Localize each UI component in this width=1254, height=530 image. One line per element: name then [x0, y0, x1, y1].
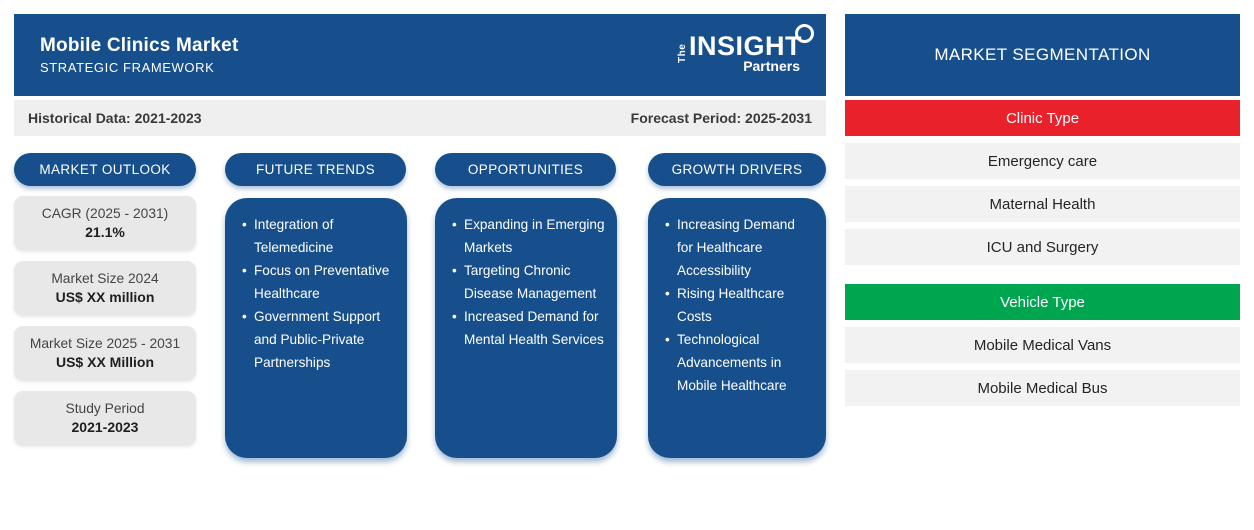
the-insight-partners-logo: The INSIGHT Partners — [656, 24, 816, 83]
outlook-card: Market Size 2024 US$ XX million — [14, 261, 196, 315]
logo-the-text: The — [676, 43, 688, 63]
card-label: Market Size 2025 - 2031 — [29, 336, 181, 351]
historical-data-label: Historical Data: 2021-2023 — [28, 110, 202, 126]
logo-partners-text: Partners — [743, 58, 800, 74]
card-label: CAGR (2025 - 2031) — [41, 206, 169, 221]
clinic-type-rows: Emergency care Maternal Health ICU and Sur… — [845, 143, 1240, 265]
bullet-item: Integration of Telemedicine — [242, 213, 395, 259]
bullet-item: Expanding in Emerging Markets — [452, 213, 605, 259]
period-bar: Historical Data: 2021-2023 Forecast Peri… — [14, 100, 826, 136]
outlook-card: CAGR (2025 - 2031) 21.1% — [14, 196, 196, 250]
card-value: 2021-2023 — [71, 419, 139, 435]
market-outlook-cards: CAGR (2025 - 2031) 21.1% Market Size 2024 U… — [14, 196, 196, 445]
segment-row: Mobile Medical Vans — [845, 327, 1240, 363]
bullet-item: Increasing Demand for Healthcare Accessi… — [665, 213, 814, 282]
bullet-item: Rising Healthcare Costs — [665, 282, 814, 328]
market-segmentation-header: MARKET SEGMENTATION — [845, 14, 1240, 96]
pill-opportunities: OPPORTUNITIES — [435, 153, 616, 186]
magnifier-icon — [795, 24, 814, 43]
bullet-item: Increased Demand for Mental Health Servi… — [452, 305, 605, 351]
segment-row: Emergency care — [845, 143, 1240, 179]
segment-group-clinic-type: Clinic Type — [845, 100, 1240, 136]
page-subtitle: STRATEGIC FRAMEWORK — [40, 60, 215, 75]
bullet-item: Targeting Chronic Disease Management — [452, 259, 605, 305]
growth-drivers-box: Increasing Demand for Healthcare Accessi… — [648, 198, 826, 458]
card-label: Study Period — [65, 401, 145, 416]
header: Mobile Clinics Market STRATEGIC FRAMEWOR… — [14, 14, 826, 96]
bullet-item: Focus on Preventative Healthcare — [242, 259, 395, 305]
card-label: Market Size 2024 — [51, 271, 159, 286]
pill-future-trends: FUTURE TRENDS — [225, 153, 406, 186]
pill-growth-drivers: GROWTH DRIVERS — [648, 153, 826, 186]
page-title: Mobile Clinics Market — [40, 35, 239, 56]
bullet-item: Government Support and Public-Private Pa… — [242, 305, 395, 374]
title-block: Mobile Clinics Market STRATEGIC FRAMEWOR… — [14, 35, 238, 75]
bullet-item: Technological Advancements in Mobile Hea… — [665, 328, 814, 397]
card-value: US$ XX million — [55, 289, 155, 305]
forecast-period-label: Forecast Period: 2025-2031 — [630, 110, 812, 126]
outlook-card: Market Size 2025 - 2031 US$ XX Million — [14, 326, 196, 380]
logo-main: INSIGHT Partners — [688, 24, 816, 83]
vehicle-type-rows: Mobile Medical Vans Mobile Medical Bus — [845, 327, 1240, 406]
segment-row: Mobile Medical Bus — [845, 370, 1240, 406]
segment-row: ICU and Surgery — [845, 229, 1240, 265]
card-value: US$ XX Million — [55, 354, 154, 370]
pill-market-outlook: MARKET OUTLOOK — [14, 153, 196, 186]
outlook-card: Study Period 2021-2023 — [14, 391, 196, 445]
future-trends-box: Integration of TelemedicineFocus on Prev… — [225, 198, 407, 458]
segment-group-vehicle-type: Vehicle Type — [845, 284, 1240, 320]
opportunities-box: Expanding in Emerging MarketsTargeting C… — [435, 198, 617, 458]
card-value: 21.1% — [85, 224, 125, 240]
segment-row: Maternal Health — [845, 186, 1240, 222]
logo-insight-text: INSIGHT — [688, 31, 802, 61]
